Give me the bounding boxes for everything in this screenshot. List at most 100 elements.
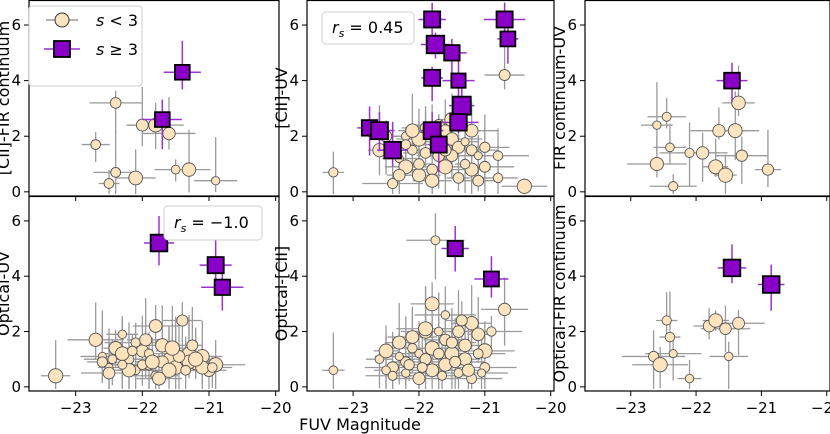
point-small xyxy=(405,123,420,138)
point-small xyxy=(424,296,440,312)
x-axis-label: FUV Magnitude xyxy=(299,415,421,434)
ytick-label: 2 xyxy=(567,127,577,145)
point-large xyxy=(761,275,781,294)
point-small xyxy=(684,373,695,384)
ytick-label: 4 xyxy=(567,72,577,90)
point-small xyxy=(180,364,192,376)
errorbar xyxy=(755,129,781,188)
point-large xyxy=(206,256,225,275)
ytick-label: 4 xyxy=(11,72,21,90)
point-small xyxy=(176,314,189,327)
point-large xyxy=(174,64,191,81)
point-small xyxy=(392,168,406,182)
y-axis-label: [CII]-FIR continuum xyxy=(0,21,13,175)
point-small xyxy=(445,336,458,349)
ytick-label: 2 xyxy=(289,323,299,341)
legend-square-marker xyxy=(53,40,71,58)
ytick-label: 6 xyxy=(567,212,577,230)
point-small xyxy=(465,144,478,156)
point-small xyxy=(472,348,484,359)
point-large xyxy=(499,30,517,48)
point-small xyxy=(684,147,695,158)
point-small xyxy=(148,319,163,333)
point-small xyxy=(381,365,391,376)
axes-frame xyxy=(306,195,555,392)
axes-frame xyxy=(584,195,830,392)
y-axis-label: Optical-UV xyxy=(0,251,13,336)
ytick-label: 6 xyxy=(11,212,21,230)
point-small xyxy=(103,178,115,189)
point-small xyxy=(425,363,440,378)
point-small xyxy=(145,354,160,370)
ytick-label: 6 xyxy=(289,16,299,34)
point-large xyxy=(723,71,741,90)
point-large xyxy=(154,111,171,128)
point-small xyxy=(440,310,451,320)
point-small xyxy=(164,340,180,356)
xtick-label: −20 xyxy=(535,399,567,417)
point-small xyxy=(449,355,462,369)
legend: s < 3 s ≥ 3 xyxy=(28,5,143,87)
point-small xyxy=(387,370,398,381)
point-large xyxy=(449,113,468,132)
point-small xyxy=(117,359,128,370)
point-small xyxy=(664,331,676,343)
ytick-label: 0 xyxy=(567,378,577,396)
errorbar xyxy=(126,87,159,147)
point-large xyxy=(423,10,442,29)
point-small xyxy=(109,97,122,109)
point-small xyxy=(416,362,428,373)
point-small xyxy=(719,322,732,335)
y-axis-label: Optical-FIR continuum xyxy=(550,205,569,383)
point-small xyxy=(712,124,726,138)
ytick-label: 0 xyxy=(11,378,21,396)
point-small xyxy=(433,326,444,337)
point-large xyxy=(370,121,389,141)
point-small xyxy=(731,95,746,111)
point-small xyxy=(139,333,153,347)
point-small xyxy=(96,356,108,368)
xtick-label: −22 xyxy=(403,399,435,417)
point-small xyxy=(418,321,433,337)
point-small xyxy=(668,349,678,359)
point-small xyxy=(665,142,675,153)
ytick-label: 0 xyxy=(567,183,577,201)
point-large xyxy=(446,240,464,258)
point-small xyxy=(207,362,218,373)
point-small xyxy=(115,346,130,361)
errorbar xyxy=(709,341,748,389)
point-small xyxy=(90,139,101,150)
point-small xyxy=(661,315,672,326)
point-small xyxy=(413,158,425,170)
ytick-label: 4 xyxy=(289,267,299,285)
point-small xyxy=(102,366,116,380)
xtick-label: −21 xyxy=(746,399,778,417)
point-small xyxy=(497,302,512,317)
point-small xyxy=(460,137,470,147)
point-small xyxy=(405,330,420,344)
point-small xyxy=(211,176,221,186)
point-large xyxy=(451,95,472,116)
annotation-text: rs = −1.0 xyxy=(174,213,249,235)
point-small xyxy=(400,139,412,150)
point-small xyxy=(727,123,743,139)
point-small xyxy=(478,160,491,173)
point-large xyxy=(483,270,500,288)
ytick-label: 4 xyxy=(11,267,21,285)
point-large xyxy=(450,72,467,89)
point-small xyxy=(394,351,404,361)
point-small xyxy=(761,163,775,176)
point-small xyxy=(403,359,415,371)
point-small xyxy=(473,151,483,161)
ytick-label: 2 xyxy=(289,127,299,145)
panel-cii-uv: 0 2 4 6 [CII]-UV rs = 0.45 xyxy=(272,0,555,201)
point-small xyxy=(724,351,734,362)
point-small xyxy=(378,343,394,359)
point-small xyxy=(437,370,447,381)
ytick-label: 0 xyxy=(289,183,299,201)
point-small xyxy=(652,120,662,130)
panel-opt-cii: 0 2 4 6 −23 −22 −21 −20 Optical-[CII] xyxy=(272,195,567,417)
point-small xyxy=(452,172,465,184)
